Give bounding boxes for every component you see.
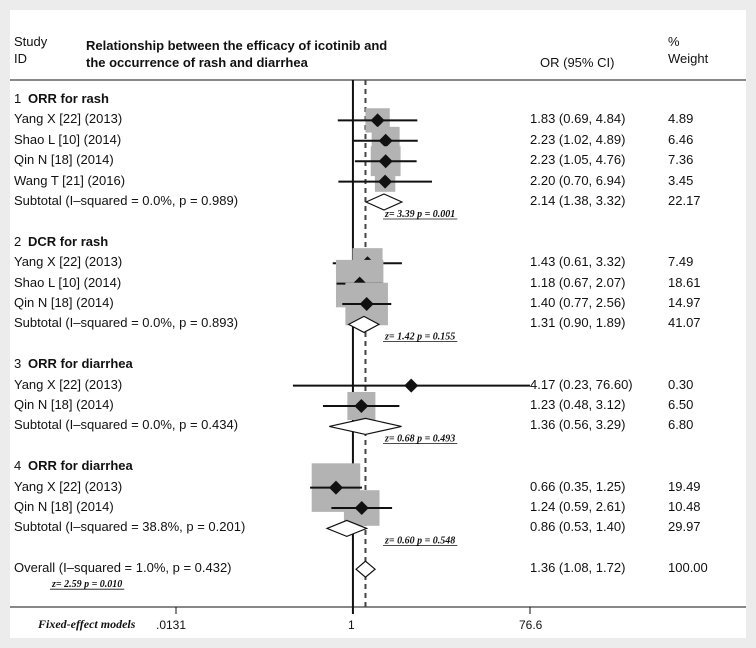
overall-label: Overall (I–squared = 1.0%, p = 0.432) [14, 560, 232, 576]
study-weight: 6.46 [668, 131, 694, 147]
study-or-ci: 1.83 (0.69, 4.84) [530, 111, 626, 127]
study-label: Yang X [22] (2013) [14, 111, 123, 127]
study-or-ci: 1.18 (0.67, 2.07) [530, 274, 626, 290]
study-label: Shao L [10] (2014) [14, 131, 122, 147]
subtotal-or-ci: 0.86 (0.53, 1.40) [530, 519, 626, 535]
study-or-ci: 2.23 (1.02, 4.89) [530, 131, 626, 147]
study-weight: 7.49 [668, 254, 694, 270]
study-point-estimate [378, 133, 393, 148]
group-heading: DCR for rash [28, 233, 109, 249]
overall-diamond [355, 560, 376, 578]
subtotal-or-ci: 1.31 (0.90, 1.89) [530, 315, 626, 331]
study-point-estimate [359, 297, 374, 311]
group-number: 4 [14, 458, 22, 474]
study-or-ci: 4.17 (0.23, 76.60) [530, 376, 633, 392]
study-or-ci: 2.20 (0.70, 6.94) [530, 172, 626, 188]
subtotal-weight: 29.97 [668, 519, 701, 535]
col-header-or: OR (95% CI) [540, 55, 615, 70]
study-label: Qin N [18] (2014) [14, 499, 114, 514]
forest-plot-panel: z= 3.39 p = 0.001 z= 1.42 p = 0.155 z= 0.6… [10, 10, 746, 638]
subtotal-diamond [347, 315, 381, 334]
group-heading: ORR for diarrhea [28, 458, 133, 474]
study-weight: 18.61 [668, 274, 701, 290]
study-label: Qin N [18] (2014) [14, 295, 114, 310]
study-or-ci: 2.23 (1.05, 4.76) [530, 152, 626, 168]
subtotal-z-test: z= 0.68 p = 0.493 [384, 433, 455, 444]
subtotal-label: Subtotal (I–squared = 0.0%, p = 0.989) [14, 193, 239, 208]
study-weight: 14.97 [668, 295, 701, 310]
study-weight: 4.89 [668, 111, 694, 127]
chart-title: Relationship between the efficacy of ico… [86, 38, 388, 70]
group-heading: ORR for rash [28, 91, 109, 106]
study-label: Qin N [18] (2014) [14, 397, 114, 412]
study-weight: 7.36 [668, 152, 694, 168]
study-weight: 0.30 [668, 376, 694, 392]
group-number: 2 [14, 233, 22, 249]
study-weight: 3.45 [668, 172, 694, 188]
tick-label-min: .0131 [156, 618, 187, 632]
study-or-ci: 1.43 (0.61, 3.32) [530, 254, 626, 270]
group-number: 3 [14, 356, 22, 372]
col-header-weight: % Weight [668, 34, 709, 66]
study-or-ci: 1.40 (0.77, 2.56) [530, 295, 626, 310]
study-or-ci: 1.23 (0.48, 3.12) [530, 397, 626, 412]
study-weight: 10.48 [668, 499, 701, 514]
group-number: 1 [14, 91, 22, 106]
subtotal-z-test: z= 0.60 p = 0.548 [384, 535, 455, 546]
study-point-estimate [404, 378, 419, 393]
subtotal-or-ci: 1.36 (0.56, 3.29) [530, 417, 626, 433]
overall-weight: 100.00 [668, 560, 708, 576]
study-label: Yang X [22] (2013) [14, 376, 123, 392]
tick-label-max: 76.6 [519, 618, 543, 632]
study-point-estimate [378, 154, 393, 169]
study-weight: 19.49 [668, 478, 701, 494]
study-label: Shao L [10] (2014) [14, 274, 122, 290]
col-header-study: Study ID [14, 34, 48, 66]
study-label: Yang X [22] (2013) [14, 254, 123, 270]
subtotal-label: Subtotal (I–squared = 0.0%, p = 0.434) [14, 417, 239, 433]
group-heading: ORR for diarrhea [28, 356, 133, 372]
study-point-estimate [354, 399, 369, 413]
model-label: Fixed-effect models [38, 617, 136, 631]
subtotal-label: Subtotal (I–squared = 0.0%, p = 0.893) [14, 315, 239, 331]
study-point-estimate [354, 501, 369, 515]
tick-label-null: 1 [348, 618, 355, 632]
subtotal-weight: 41.07 [668, 315, 701, 331]
study-label: Qin N [18] (2014) [14, 152, 114, 168]
subtotal-weight: 6.80 [668, 417, 694, 433]
study-label: Yang X [22] (2013) [14, 478, 123, 494]
study-weight: 6.50 [668, 397, 694, 412]
subtotal-weight: 22.17 [668, 193, 701, 208]
study-label: Wang T [21] (2016) [14, 172, 126, 188]
study-point-estimate [370, 113, 385, 128]
subtotal-diamond [364, 193, 404, 211]
subtotal-z-test: z= 3.39 p = 0.001 [384, 209, 455, 220]
subtotal-or-ci: 2.14 (1.38, 3.32) [530, 193, 626, 208]
overall-or-ci: 1.36 (1.08, 1.72) [530, 560, 626, 576]
overall-z-test: z= 2.59 p = 0.010 [51, 579, 122, 590]
subtotal-diamond [325, 519, 369, 538]
study-or-ci: 1.24 (0.59, 2.61) [530, 499, 626, 514]
study-point-estimate [378, 174, 393, 189]
forest-plot: z= 3.39 p = 0.001 z= 1.42 p = 0.155 z= 0.6… [10, 79, 746, 614]
subtotal-z-test: z= 1.42 p = 0.155 [384, 331, 455, 342]
subtotal-diamond [329, 417, 402, 436]
study-point-estimate [328, 480, 343, 495]
study-or-ci: 0.66 (0.35, 1.25) [530, 478, 626, 494]
subtotal-label: Subtotal (I–squared = 38.8%, p = 0.201) [14, 519, 246, 535]
